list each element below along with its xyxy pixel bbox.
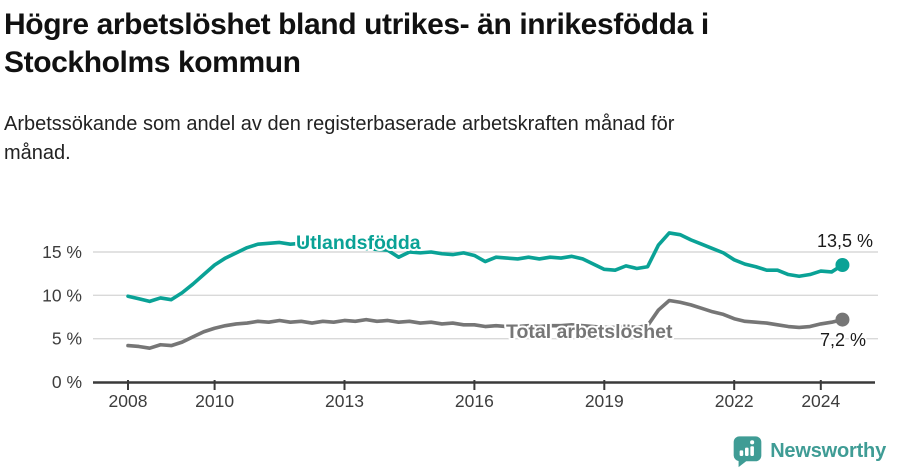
series-end-value-label: 7,2 % [820,330,866,350]
bar-tall [750,446,755,456]
title-line-2: Stockholms kommun [4,46,301,79]
exclamation-dot [750,440,755,445]
x-tick-label: 2019 [585,391,624,411]
series-label: Total arbetslöshet [506,321,673,343]
brand-name: Newsworthy [770,440,886,462]
bar-medium [745,447,749,456]
title-line-1: Högre arbetslöshet bland utrikes- än inr… [4,8,709,41]
x-tick-label: 2016 [455,391,494,411]
chart-subtitle: Arbetssökande som andel av den registerb… [4,110,884,168]
x-tick-label: 2008 [109,391,148,411]
x-tick-label: 2024 [801,391,840,411]
x-tick-label: 2022 [715,391,754,411]
newsworthy-logo[interactable]: Newsworthy [732,435,886,468]
series-line-utlandsf-dda [126,231,845,304]
bar-chart-pin-icon [733,436,762,468]
page-title: Högre arbetslöshet bland utrikes- än inr… [4,6,884,82]
series-label: Utlandsfödda [296,232,421,254]
subtitle-line-2: månad. [4,142,71,164]
series-end-dot [835,312,850,327]
y-tick-label: 15 % [42,242,82,262]
header: Högre arbetslöshet bland utrikes- än inr… [4,6,884,168]
y-tick-label: 0 % [52,372,82,392]
series-end-value-label: 13,5 % [817,231,873,251]
bar-small [739,450,744,456]
series-end-dot [835,257,850,272]
y-tick-label: 5 % [52,329,82,349]
x-tick-label: 2010 [195,391,234,411]
series-line-total-arbetsl-shet [126,298,845,350]
subtitle-line-1: Arbetssökande som andel av den registerb… [4,113,675,135]
y-tick-label: 10 % [42,285,82,305]
x-tick-label: 2013 [325,391,364,411]
